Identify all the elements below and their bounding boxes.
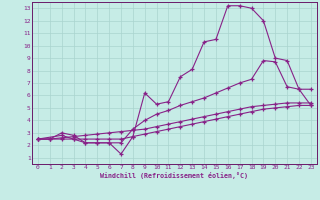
X-axis label: Windchill (Refroidissement éolien,°C): Windchill (Refroidissement éolien,°C) (100, 172, 248, 179)
